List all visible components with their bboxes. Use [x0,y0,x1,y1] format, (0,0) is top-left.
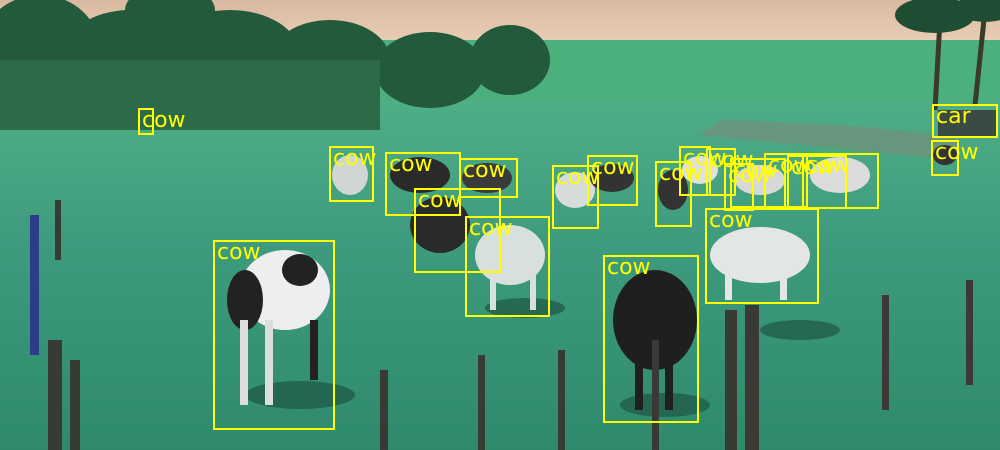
dirt-path [700,120,960,160]
detection-box: cow [465,216,550,317]
blue-post [30,215,39,355]
detection-box: cow [705,208,819,304]
detection-label: cow [142,108,186,133]
detection-box: cow [329,146,377,202]
detection-box: cow [764,153,812,208]
detection-box: cow [459,158,518,198]
fence-posts [48,200,973,450]
detection-box: cow [802,153,879,209]
detection-box: cow [724,163,772,211]
detection-box: cow [603,255,699,423]
detection-box: cow [679,146,727,196]
detection-label: cow [768,153,812,178]
detection-label: cow [469,216,513,241]
detection-label: cow [333,146,377,171]
detection-box: cow [213,240,335,430]
detection-label: cow [935,140,979,165]
detection-box: cow [931,140,979,176]
detection-label: car [936,104,971,129]
detection-label: cow [806,153,850,178]
detection-label: cow [217,240,261,265]
detection-label: cow [607,255,651,280]
detection-box: cow [730,158,786,208]
detection-label: cow [683,146,727,171]
tree-line [0,0,550,130]
detection-box: cow [587,155,638,206]
detection-label: cow [591,155,635,180]
car-shape [938,110,996,136]
detection-label: cow [728,163,772,188]
detection-label: cow [389,152,433,177]
detection-label: cow [463,158,507,183]
detection-label: cow [418,188,462,213]
palm-trees [932,9,988,111]
detection-box: cow [138,108,186,135]
detection-box: cow [414,188,501,273]
detection-box: car [932,104,998,138]
detection-label: cow [709,208,753,233]
cow-shapes [227,145,957,410]
detection-label: cow [734,158,778,183]
detection-label: cow [791,155,835,180]
